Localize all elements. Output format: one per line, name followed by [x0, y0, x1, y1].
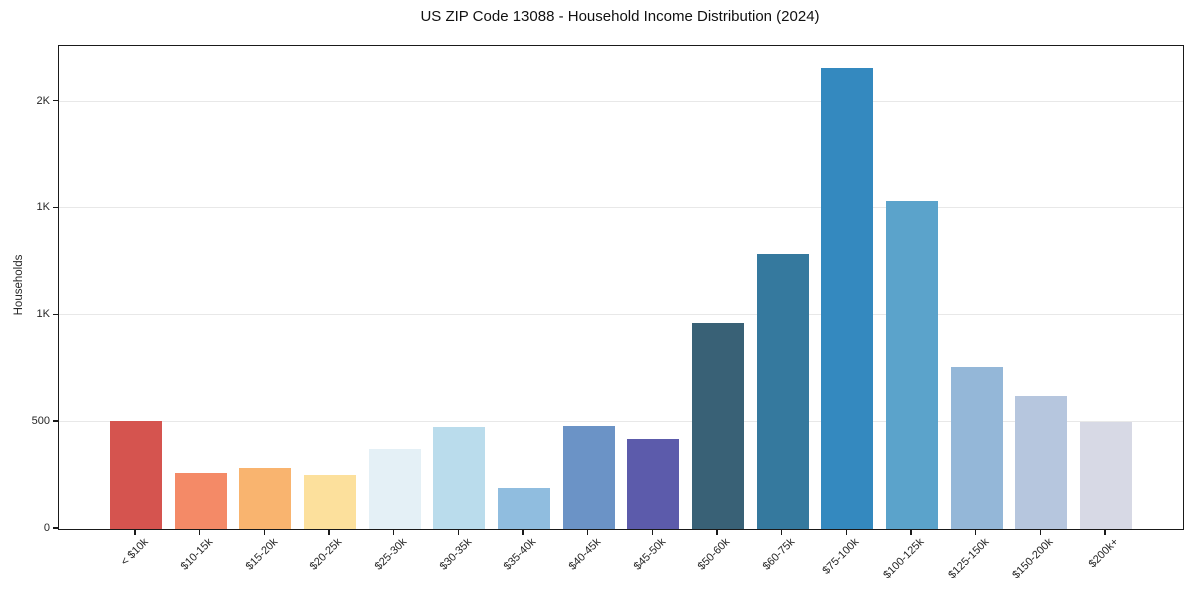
bar-35-40k	[498, 488, 550, 529]
x-tick-label-30-35k: $30-35k	[437, 536, 474, 573]
bar-60-75k	[756, 254, 809, 529]
y-tick-mark-2	[53, 313, 58, 315]
bar-25-30k	[368, 448, 421, 529]
x-tick-mark-7	[586, 529, 589, 535]
x-tick-mark-12	[910, 529, 912, 535]
bar-10k	[110, 421, 162, 529]
y-tick-label-0: 0	[43, 522, 50, 534]
bar-100-125k	[886, 200, 938, 529]
x-tick-label-20-25k: $20-25k	[307, 536, 345, 573]
bar-150-200k	[1015, 396, 1068, 529]
chart-title: US ZIP Code 13088 - Household Income Dis…	[420, 8, 820, 25]
x-tick-label-40-45k: $40-45k	[566, 536, 604, 573]
y-tick-mark-4	[53, 99, 58, 102]
x-tick-mark-15	[1104, 529, 1106, 535]
bar-10-15k	[174, 473, 227, 529]
y-tick-mark-0	[53, 527, 58, 529]
y-tick-mark-1	[53, 420, 58, 422]
bar-45-50k	[627, 439, 680, 529]
bar-30-35k	[433, 426, 486, 529]
bar-200k	[1080, 422, 1132, 529]
x-tick-mark-13	[974, 529, 977, 535]
bar-15-20k	[239, 467, 292, 529]
x-tick-label-125-150k: $125-150k	[945, 536, 992, 582]
plot-area	[58, 45, 1184, 530]
x-tick-mark-14	[1039, 529, 1042, 535]
x-tick-label-25-30k: $25-30k	[372, 536, 410, 573]
bar-40-45k	[562, 425, 615, 529]
x-tick-label-15-20k: $15-20k	[243, 536, 280, 573]
x-tick-mark-2	[263, 529, 266, 535]
x-tick-mark-10	[780, 529, 783, 535]
bar-50-60k	[692, 322, 744, 529]
x-tick-label-75-100k: $75-100k	[820, 536, 862, 577]
y-tick-label-3: 1K	[36, 201, 50, 214]
bar-20-25k	[304, 475, 356, 529]
x-tick-label-45-50k: $45-50k	[631, 536, 668, 573]
bar-75-100k	[821, 68, 874, 529]
x-tick-mark-0	[134, 529, 136, 535]
y-tick-label-1: 500	[31, 415, 50, 428]
gridline-2000-4	[59, 100, 1183, 102]
y-tick-mark-3	[53, 206, 58, 209]
gridline-500-1	[59, 421, 1183, 423]
x-tick-label-150-200k: $150-200k	[1010, 536, 1056, 582]
x-tick-mark-9	[716, 529, 718, 535]
x-tick-mark-1	[198, 529, 201, 535]
x-tick-mark-11	[845, 529, 848, 535]
y-tick-label-4: 2K	[36, 94, 50, 107]
gridline-1500-3	[59, 207, 1183, 209]
gridline-1000-2	[59, 314, 1183, 316]
x-tick-mark-4	[392, 529, 395, 535]
y-tick-label-2: 1K	[36, 308, 50, 321]
x-tick-mark-8	[651, 529, 654, 535]
x-tick-label-10k: < $10k	[118, 536, 151, 569]
x-tick-mark-5	[457, 529, 460, 535]
x-tick-mark-3	[328, 529, 330, 535]
x-tick-mark-6	[522, 529, 524, 535]
x-tick-label-35-40k: $35-40k	[501, 536, 539, 573]
x-tick-label-50-60k: $50-60k	[695, 536, 733, 573]
x-tick-label-200k: $200k+	[1086, 536, 1121, 571]
x-tick-label-100-125k: $100-125k	[881, 536, 927, 582]
x-tick-label-60-75k: $60-75k	[760, 536, 798, 573]
bar-125-150k	[950, 367, 1003, 529]
x-tick-label-10-15k: $10-15k	[178, 536, 216, 573]
